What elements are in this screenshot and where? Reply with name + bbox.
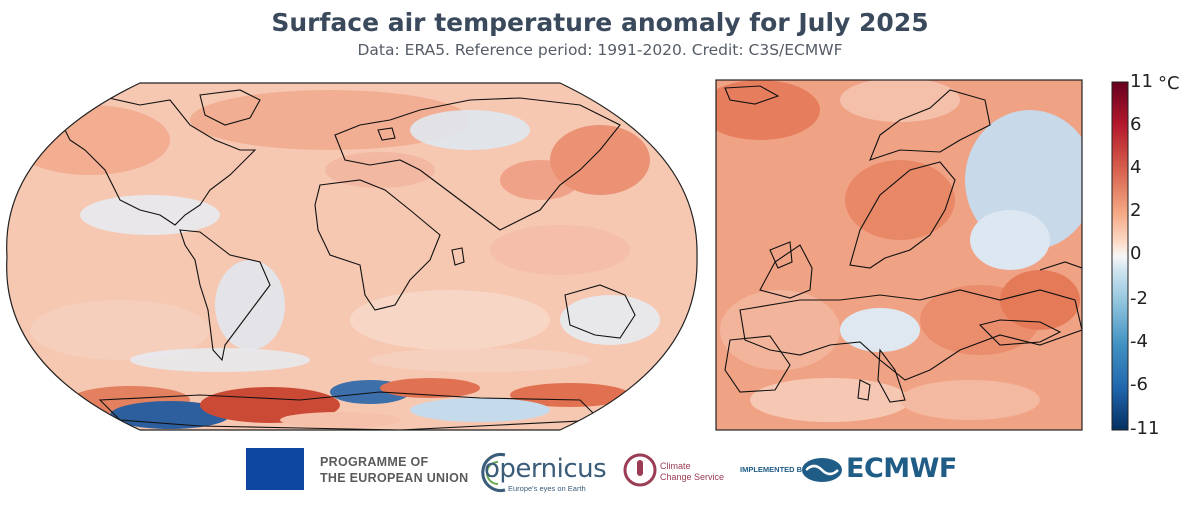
copernicus-wordmark: opernicus	[484, 454, 607, 484]
ecmwf-icon	[802, 458, 842, 482]
globe-frame	[6, 82, 698, 431]
eu-line-2: THE EUROPEAN UNION	[320, 471, 469, 485]
c3s-line-1: Climate	[660, 461, 691, 471]
colorbar-tick-2: 2	[1130, 200, 1142, 221]
copernicus-tagline: Europe's eyes on Earth	[508, 484, 586, 493]
colorbar-tick-11: 11	[1130, 71, 1153, 92]
colorbar	[1111, 81, 1129, 431]
logo-row: PROGRAMME OF THE EUROPEAN UNION opernicu…	[0, 444, 1200, 504]
c3s-line-2: Change Service	[660, 472, 725, 482]
colorbar-tick-6: 6	[1130, 114, 1142, 135]
europe-map	[715, 79, 1083, 431]
c3s-wordmark: Climate Change Service	[660, 461, 724, 483]
colorbar-tick-0: 0	[1130, 243, 1142, 264]
eu-line-1: PROGRAMME OF	[320, 455, 429, 469]
colorbar-tick-neg11: -11	[1130, 418, 1160, 439]
colorbar-tick-neg6: -6	[1130, 374, 1148, 395]
eu-programme-text: PROGRAMME OF THE EUROPEAN UNION	[320, 454, 468, 486]
chart-subtitle: Data: ERA5. Reference period: 1991-2020.…	[357, 41, 843, 59]
europe-anomaly-field	[716, 80, 1082, 422]
copernicus-icon	[481, 453, 506, 492]
ecmwf-wordmark: ECMWF	[846, 453, 957, 484]
coastlines	[59, 89, 636, 430]
europe-frame	[715, 79, 1083, 431]
chart-title: Surface air temperature anomaly for July…	[271, 8, 929, 37]
colorbar-tick-neg2: -2	[1130, 288, 1148, 309]
eu-flag-icon	[246, 448, 304, 490]
colorbar-gradient	[1111, 81, 1129, 431]
colorbar-unit: °C	[1158, 73, 1180, 94]
colorbar-tick-neg4: -4	[1130, 331, 1148, 352]
europe-coastlines	[724, 85, 1082, 403]
colorbar-tick-4: 4	[1130, 157, 1142, 178]
implemented-by-text: IMPLEMENTED BY	[740, 465, 808, 474]
global-map	[6, 82, 698, 431]
c3s-icon	[623, 453, 657, 487]
